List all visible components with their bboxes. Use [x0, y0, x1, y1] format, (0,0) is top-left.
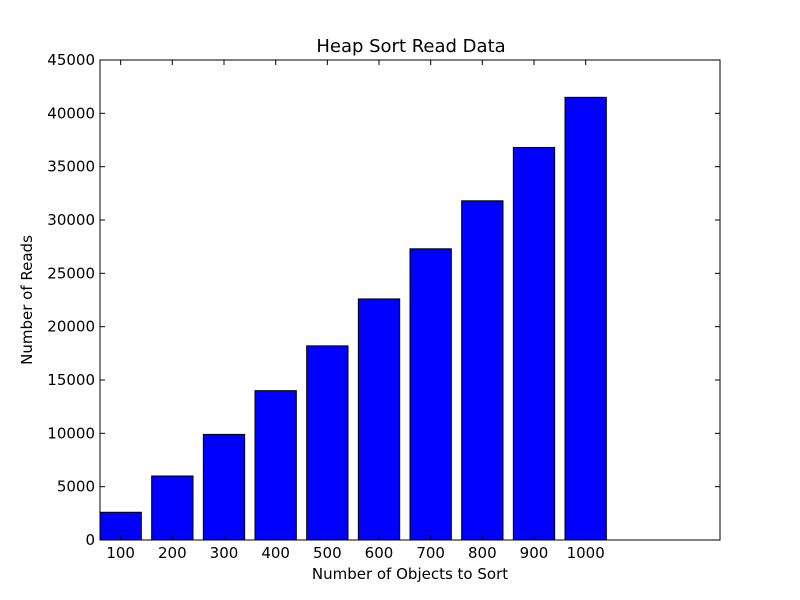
x-axis-label: Number of Objects to Sort — [312, 565, 508, 583]
bar-1000 — [564, 96, 607, 541]
x-tick-label: 600 — [365, 544, 394, 562]
y-tick-label: 40000 — [47, 104, 95, 122]
x-tick-label: 200 — [158, 544, 187, 562]
y-tick-label: 10000 — [47, 424, 95, 442]
bar-400 — [254, 390, 297, 541]
x-tick-label: 400 — [261, 544, 290, 562]
x-tick-label: 900 — [520, 544, 549, 562]
y-tick-label: 5000 — [57, 478, 95, 496]
bars-group — [99, 96, 607, 541]
bar-900 — [512, 146, 556, 541]
bar-600 — [357, 298, 401, 541]
x-axis: 100 200 300 400 500 600 700 800 900 1000 — [106, 60, 605, 562]
x-tick-label: 800 — [468, 544, 497, 562]
chart-title: Heap Sort Read Data — [316, 36, 505, 57]
y-axis-label: Number of Reads — [18, 235, 36, 365]
y-tick-label: 45000 — [47, 51, 95, 69]
x-tick-label: 300 — [210, 544, 239, 562]
bar-700 — [409, 248, 452, 541]
y-tick-label: 20000 — [47, 318, 95, 336]
bar-200 — [151, 475, 194, 541]
plot-frame — [99, 59, 721, 541]
y-axis: 0 5000 10000 15000 20000 25000 30000 35000 40000… — [47, 51, 720, 549]
y-tick-label: 0 — [85, 531, 95, 549]
bar-300 — [202, 433, 246, 541]
y-tick-label: 15000 — [47, 371, 95, 389]
x-tick-label: 500 — [313, 544, 342, 562]
bar-500 — [306, 345, 349, 541]
bar-800 — [461, 200, 504, 541]
x-tick-label: 700 — [416, 544, 445, 562]
y-tick-label: 25000 — [47, 264, 95, 282]
y-tick-label: 35000 — [47, 158, 95, 176]
x-tick-label: 100 — [106, 544, 135, 562]
y-tick-label: 30000 — [47, 211, 95, 229]
x-tick-label: 1000 — [567, 544, 605, 562]
